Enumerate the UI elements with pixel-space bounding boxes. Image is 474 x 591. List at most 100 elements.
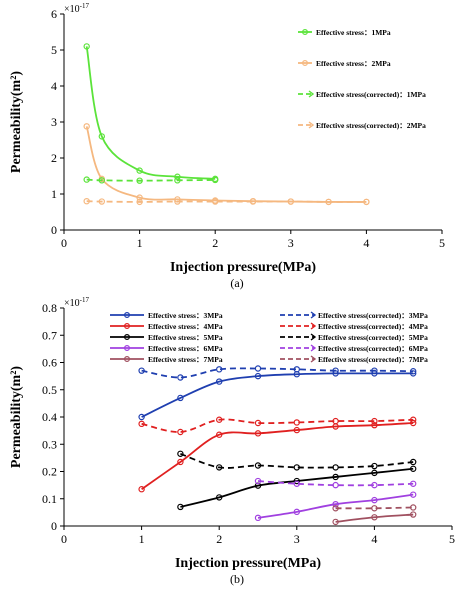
charta-legend-marker [302,29,309,36]
chartb-series-line-8 [180,452,414,469]
chartb-legend-arrow [310,355,317,363]
chartb-y-tick-label: 0.5 [42,383,57,397]
chartb-data-point [332,464,339,471]
chartb-y-tick-label: 0 [51,519,57,533]
chartb-legend-label: Effective stress(corrected)：5MPa [318,333,428,342]
chartb-legend-label: Effective stress(corrected)：3MPa [318,311,428,320]
chartb-legend-marker [123,356,130,363]
chartb-legend-label: Effective stress(corrected)：7MPa [318,355,428,364]
charta-data-point [211,198,219,205]
charta-legend-label: Effective stress：1MPa [316,28,391,37]
chartb-legend-arrow [310,311,317,319]
chartb-data-point [410,458,417,466]
chartb-data-point [332,505,339,512]
chartb-data-point [254,372,262,380]
chartb-data-point [177,428,184,436]
charta-data-point [83,176,90,183]
chartb-y-tick-label: 0.7 [42,328,57,342]
chartb-series-line-10 [335,506,414,510]
chartb-data-point [293,508,300,516]
chartb-data-point [410,511,417,518]
charta-data-point [136,177,143,184]
charta-series-line-4 [86,200,367,203]
charta-x-tick-label: 2 [212,236,218,250]
chartb-data-point [215,416,223,423]
chartb-data-point [215,464,223,471]
charta-data-point [174,177,181,184]
chartb-data-point [371,421,378,429]
chartb-y-tick-label: 0.2 [42,465,57,479]
charta-y-multiplier: ×10-17 [64,2,89,15]
chartb-data-point [371,462,378,470]
charta-y-tick-label: 2 [51,151,57,165]
charta-y-axis-label: Permeability(m²) [9,71,24,173]
charta-legend-arrow [308,90,315,98]
charta-x-axis-label: Injection pressure(MPa) [170,260,316,275]
chartb-data-point [410,491,417,498]
chartb-data-point [254,430,262,437]
chart-panel-a: 0 1 2 3 4 5 0 1 2 3 4 5 6 ×10-17 Injection pressure(MP… [9,2,445,290]
chartb-legend-label: Effective stress：3MPa [148,311,223,320]
charta-data-point [174,198,181,205]
chartb-panel-label: (b) [230,572,244,586]
chartb-y-tick-label: 0.3 [42,437,57,451]
chartb-y-tick-label: 0.4 [42,410,57,424]
charta-data-point [136,198,143,206]
chartb-data-point [215,378,223,385]
chartb-data-point [371,505,378,512]
chartb-data-point [177,450,184,457]
charta-data-point [98,133,106,140]
chartb-data-point [293,426,300,434]
chartb-series-line-7 [141,418,414,433]
chartb-data-point [254,477,262,485]
chartb-data-point [177,458,184,466]
chartb-x-tick-label: 4 [371,532,377,546]
charta-panel-label: (a) [230,276,243,290]
chartb-data-point [371,481,378,489]
charta-y-tick-label: 0 [51,223,57,237]
charta-data-point [363,198,370,206]
charta-data-point [174,173,181,180]
charta-legend-label: Effective stress：2MPa [316,59,391,68]
chartb-legend-arrow [310,333,317,341]
chartb-data-point [410,416,417,423]
chartb-legend-label: Effective stress(corrected)：4MPa [318,322,428,331]
chartb-legend-label: Effective stress：5MPa [148,333,223,342]
chartb-x-tick-label: 0 [61,532,67,546]
chartb-legend-marker [123,323,130,330]
chartb-data-point [332,417,339,425]
charta-data-point [136,167,143,174]
chartb-data-point [293,464,300,471]
chartb-data-point [177,503,184,511]
charta-x-tick-label: 0 [61,236,67,250]
charta-x-tick-label: 1 [137,236,143,250]
charta-data-point [287,198,294,205]
chartb-data-point [177,394,184,402]
chartb-data-point [293,366,300,373]
chartb-data-point [177,374,184,381]
chartb-data-point [371,496,378,504]
chartb-data-point [138,486,145,493]
chartb-legend-label: Effective stress：4MPa [148,322,223,331]
chartb-x-tick-label: 2 [216,532,222,546]
charta-series-line-1 [85,46,216,180]
chartb-data-point [138,413,145,421]
chartb-data-point [254,419,262,427]
chartb-series-line-2 [141,422,414,490]
charta-y-tick-label: 3 [51,115,57,129]
chartb-data-point [332,501,339,508]
chartb-data-point [410,465,417,472]
chartb-data-point [371,469,378,477]
chartb-data-point [293,419,300,426]
chartb-data-point [138,420,145,428]
chartb-data-point [293,480,300,487]
chartb-x-tick-label: 1 [139,532,145,546]
chartb-data-point [410,480,417,487]
charta-data-point [98,198,106,205]
chartb-series-line-1 [141,372,414,418]
charta-x-tick-label: 5 [439,236,445,250]
chartb-data-point [138,367,145,374]
chartb-y-tick-label: 0.8 [42,301,57,315]
charta-data-point [83,123,90,130]
